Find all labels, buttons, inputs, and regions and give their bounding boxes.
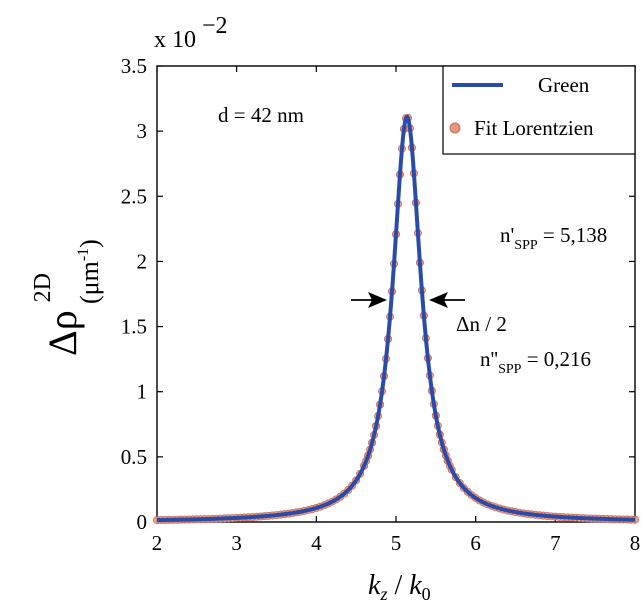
x-tick-label-3: 5 [391, 531, 402, 555]
y-axis-label: Δρ2D (μm-1) [30, 239, 104, 356]
fit-lorentzien-markers [152, 114, 640, 525]
y-tick-label-7: 3.5 [121, 54, 147, 78]
green-line [155, 114, 637, 523]
legend-label-fit: Fit Lorentzien [474, 116, 594, 140]
legend-box [442, 65, 636, 155]
width-annotation: Δn / 2 [456, 312, 507, 336]
y-tick-label-5: 2.5 [121, 184, 147, 208]
x-tick-labels: 2 3 4 5 6 7 8 [152, 531, 641, 555]
left-arrow-icon [351, 292, 387, 308]
legend-marker-swatch [449, 122, 461, 134]
legend-label-green: Green [538, 73, 590, 97]
x-tick-label-6: 8 [630, 531, 641, 555]
n-imag-annotation: n''SPP = 0,216 [480, 347, 591, 377]
thickness-annotation: d = 42 nm [218, 103, 304, 127]
svg-text:Δρ2D: Δρ2D [30, 273, 85, 356]
y-tick-label-2: 1 [137, 380, 148, 404]
x-tick-label-5: 7 [550, 531, 561, 555]
exponent-base: x 10 [154, 27, 196, 53]
y-tick-label-1: 0.5 [121, 445, 147, 469]
y-tick-label-6: 3 [137, 119, 148, 143]
x-tick-label-4: 6 [470, 531, 481, 555]
y-tick-labels: 0 0.5 1 1.5 2 2.5 3 3.5 [121, 54, 147, 534]
x-tick-label-0: 2 [152, 531, 163, 555]
x-axis-label: kz / k0 [368, 570, 431, 603]
y-tick-label-3: 1.5 [121, 315, 147, 339]
exponent-label: x 10 −2 [154, 13, 228, 53]
svg-text:(μm-1): (μm-1) [75, 239, 104, 304]
legend: Green Fit Lorentzien [442, 65, 636, 155]
exponent-power: −2 [202, 13, 228, 39]
right-arrow-icon [429, 292, 465, 308]
n-real-annotation: n'SPP = 5,138 [500, 223, 607, 253]
fwhm-arrows [351, 292, 465, 308]
x-tick-label-1: 3 [231, 531, 242, 555]
y-tick-label-4: 2 [137, 249, 148, 273]
x-tick-label-2: 4 [311, 531, 322, 555]
y-tick-label-0: 0 [137, 510, 148, 534]
